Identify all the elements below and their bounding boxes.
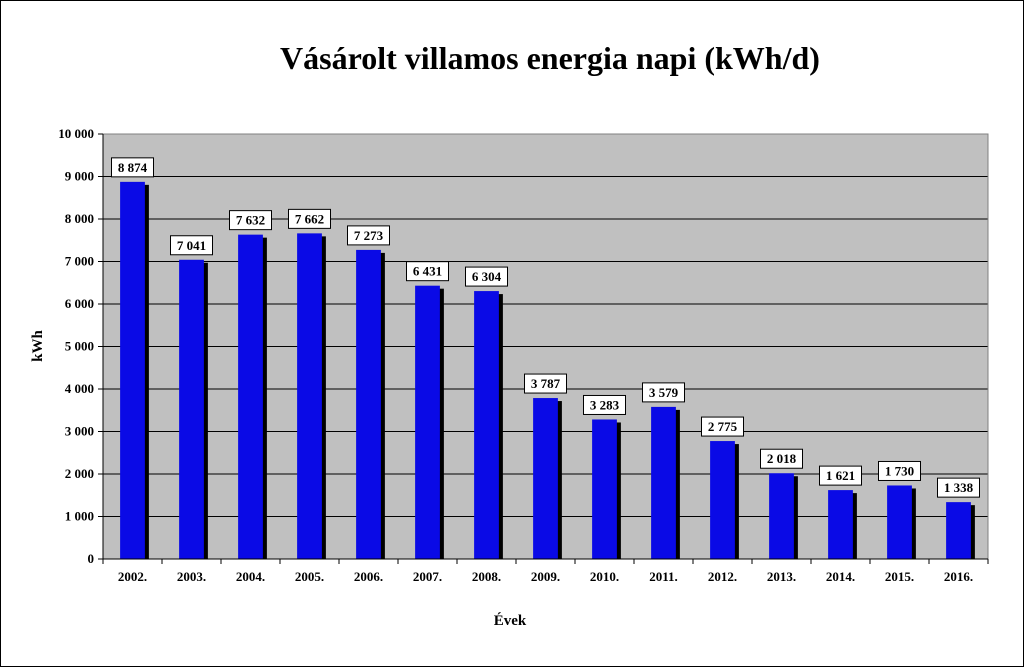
y-tick-label: 0: [88, 551, 95, 566]
bars: [120, 181, 975, 560]
x-tick-label: 2016.: [944, 569, 973, 584]
data-label: 7 662: [295, 211, 324, 226]
x-tick-label: 2002.: [118, 569, 147, 584]
bar: [828, 490, 853, 559]
y-tick-label: 5 000: [65, 339, 94, 354]
data-label-box: [583, 394, 626, 415]
data-label: 2 018: [767, 451, 797, 466]
bar: [356, 249, 381, 559]
x-tick-label: 2008.: [472, 569, 501, 584]
data-label: 7 041: [177, 238, 206, 253]
x-tick-label: 2015.: [885, 569, 914, 584]
x-axis-ticks: 2002. 2003. 2004. 2005. 2006. 2007. 2008. 2009.…: [102, 559, 989, 584]
data-label: 1 338: [944, 480, 974, 495]
bar: [297, 233, 322, 560]
bar: [474, 291, 499, 559]
data-label-box: [524, 373, 567, 394]
y-tick-label: 2 000: [65, 466, 94, 481]
x-tick-label: 2014.: [826, 569, 855, 584]
x-tick-label: 2004.: [236, 569, 265, 584]
y-tick-label: 7 000: [65, 254, 94, 269]
x-tick-label: 2010.: [590, 569, 619, 584]
data-label-box: [937, 477, 980, 498]
bar: [238, 234, 263, 559]
bar: [651, 406, 676, 559]
data-label-box: [347, 225, 390, 246]
data-label: 3 579: [649, 385, 679, 400]
bar: [533, 398, 558, 559]
data-label-box: [878, 460, 921, 481]
bar: [710, 441, 735, 559]
x-tick-label: 2009.: [531, 569, 560, 584]
data-label-box: [760, 448, 803, 469]
x-tick-label: 2012.: [708, 569, 737, 584]
bar: [415, 285, 440, 559]
y-tick-label: 3 000: [65, 424, 94, 439]
data-label-box: [465, 266, 508, 287]
y-tick-label: 8 000: [65, 211, 94, 226]
data-label-box: [406, 261, 449, 282]
x-tick-label: 2013.: [767, 569, 796, 584]
data-label: 6 431: [413, 264, 442, 279]
x-axis-title: Évek: [494, 612, 527, 629]
y-axis-title: kWh: [30, 330, 46, 362]
data-label: 6 304: [472, 269, 502, 284]
data-label-box: [642, 382, 685, 403]
y-tick-label: 1 000: [65, 509, 94, 524]
bar: [179, 259, 204, 559]
data-label: 3 283: [590, 397, 620, 412]
data-labels: 8 874 7 041 7 632 7 662 7 273 6 431 6 304 3 787…: [111, 157, 980, 498]
x-tick-label: 2003.: [177, 569, 206, 584]
y-tick-label: 6 000: [65, 296, 94, 311]
data-label-box: [170, 235, 213, 256]
data-label: 7 632: [236, 213, 265, 228]
data-label: 8 874: [118, 160, 148, 175]
bar: [887, 485, 912, 559]
bar: [769, 473, 794, 559]
data-label: 3 787: [531, 376, 561, 391]
data-label-box: [111, 157, 154, 178]
data-label-box: [288, 208, 331, 229]
data-label: 1 730: [885, 463, 914, 478]
y-tick-label: 9 000: [65, 169, 94, 184]
data-label: 7 273: [354, 228, 384, 243]
x-tick-label: 2007.: [413, 569, 442, 584]
data-label-box: [819, 465, 862, 486]
x-tick-label: 2011.: [649, 569, 678, 584]
y-tick-label: 10 000: [58, 126, 94, 141]
data-label: 1 621: [826, 468, 855, 483]
chart-title: Vásárolt villamos energia napi (kWh/d): [280, 40, 820, 76]
bar: [946, 502, 971, 559]
y-tick-label: 4 000: [65, 381, 94, 396]
bar: [592, 419, 617, 559]
y-axis-ticks: 0 1 000 2 000 3 000 4 000 5 000 6 000 7 000 8 00…: [58, 126, 103, 566]
data-label: 2 775: [708, 419, 738, 434]
data-label-box: [701, 416, 744, 437]
x-tick-label: 2005.: [295, 569, 324, 584]
bar: [120, 181, 145, 560]
x-tick-label: 2006.: [354, 569, 383, 584]
data-label-box: [229, 210, 272, 231]
